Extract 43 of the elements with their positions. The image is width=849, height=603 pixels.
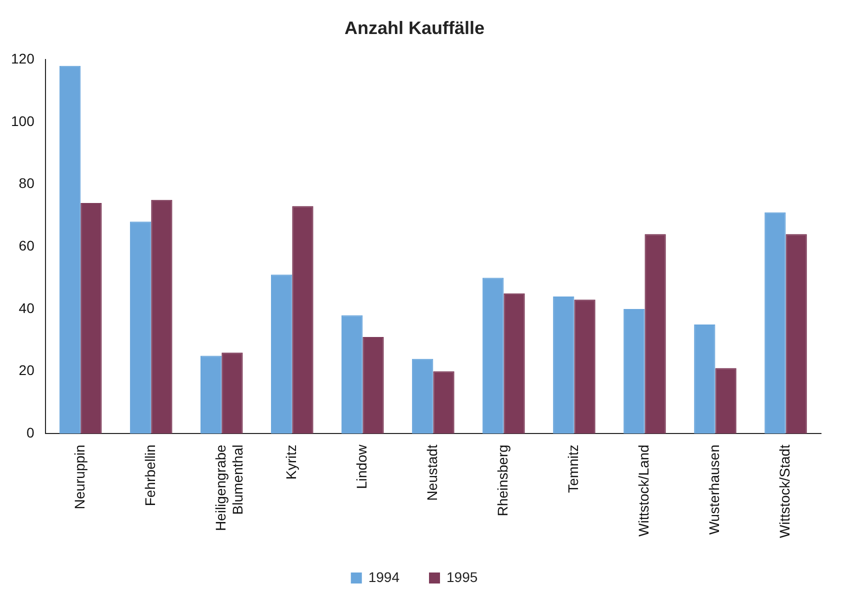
y-tick-label: 100 (11, 112, 35, 129)
bar (151, 200, 172, 434)
bar (200, 356, 222, 434)
legend-label: 1994 (368, 568, 400, 585)
x-tick-label: Temnitz (565, 444, 582, 493)
bar (433, 371, 454, 434)
bar (271, 274, 292, 434)
bar (412, 358, 434, 434)
x-tick-label: Wusterhausen (706, 444, 722, 535)
bar (694, 324, 716, 434)
chart-title: Anzahl Kauffälle (344, 18, 485, 38)
bar (786, 234, 807, 434)
bar (292, 206, 314, 434)
y-tick-label: 0 (26, 424, 35, 440)
bar (482, 278, 504, 434)
y-tick-label: 60 (18, 237, 35, 254)
bar (574, 300, 596, 434)
x-tick-label: Kyritz (283, 444, 300, 480)
bar (764, 212, 786, 434)
bar (80, 202, 102, 434)
bar (222, 352, 243, 434)
x-tick-label: Neuruppin (71, 444, 88, 510)
bar (130, 222, 152, 434)
bar (342, 315, 363, 434)
bar (504, 293, 525, 434)
y-tick-label: 40 (18, 300, 35, 316)
x-tick-label: Lindow (354, 444, 370, 490)
x-tick-label: Fehrbellin (142, 444, 158, 506)
bar (624, 308, 645, 434)
x-tick-label: Heiligengrabe Blumenthal (212, 444, 246, 532)
bar (553, 296, 574, 434)
x-tick-label: Wittstock/Stadt (776, 444, 793, 538)
y-tick-label: 80 (18, 175, 35, 192)
x-tick-label: Wittstock/Land (636, 444, 652, 536)
bar (59, 66, 81, 434)
legend-label: 1995 (446, 568, 478, 585)
y-tick-label: 120 (11, 50, 35, 66)
x-tick-label: Neustadt (424, 444, 440, 501)
bar (715, 368, 736, 434)
bar (644, 234, 666, 434)
y-tick-label: 20 (18, 362, 35, 378)
x-tick-label: Rheinsberg (494, 444, 511, 516)
bar (362, 337, 384, 434)
